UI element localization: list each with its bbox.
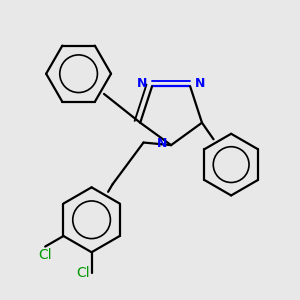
Text: Cl: Cl — [76, 266, 90, 280]
Text: N: N — [195, 77, 206, 90]
Text: Cl: Cl — [38, 248, 52, 262]
Text: N: N — [157, 137, 167, 150]
Text: N: N — [136, 77, 147, 90]
